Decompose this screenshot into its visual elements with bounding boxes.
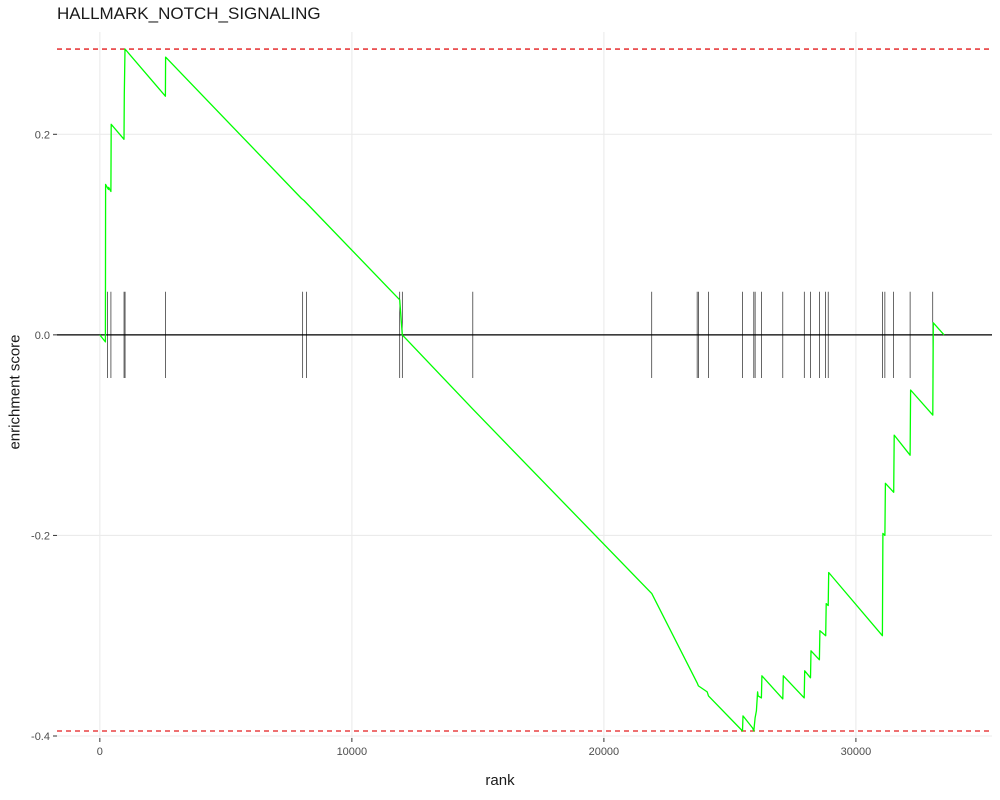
reference-lines <box>57 48 992 732</box>
x-tick-label: 20000 <box>589 746 620 758</box>
y-tick-label: 0.0 <box>35 330 50 342</box>
y-tick-label: 0.2 <box>35 129 50 141</box>
enrichment-score-line <box>99 48 945 732</box>
x-tick-label: 30000 <box>841 746 872 758</box>
running-score-lines <box>99 48 945 732</box>
gene-hit-ticks <box>107 291 934 378</box>
chart-title: HALLMARK_NOTCH_SIGNALING <box>57 4 321 23</box>
grid-lines <box>57 32 992 738</box>
y-tick-label: -0.4 <box>31 731 50 743</box>
y-axis-label: enrichment score <box>6 334 24 450</box>
y-tick-label: -0.2 <box>31 530 50 542</box>
axis-ticks: -0.4 -0.2 0.0 0.2 0 10000 20000 30000 <box>31 129 871 758</box>
x-tick-label: 0 <box>97 746 103 758</box>
x-axis-label: rank <box>485 772 515 789</box>
x-tick-label: 10000 <box>337 746 368 758</box>
